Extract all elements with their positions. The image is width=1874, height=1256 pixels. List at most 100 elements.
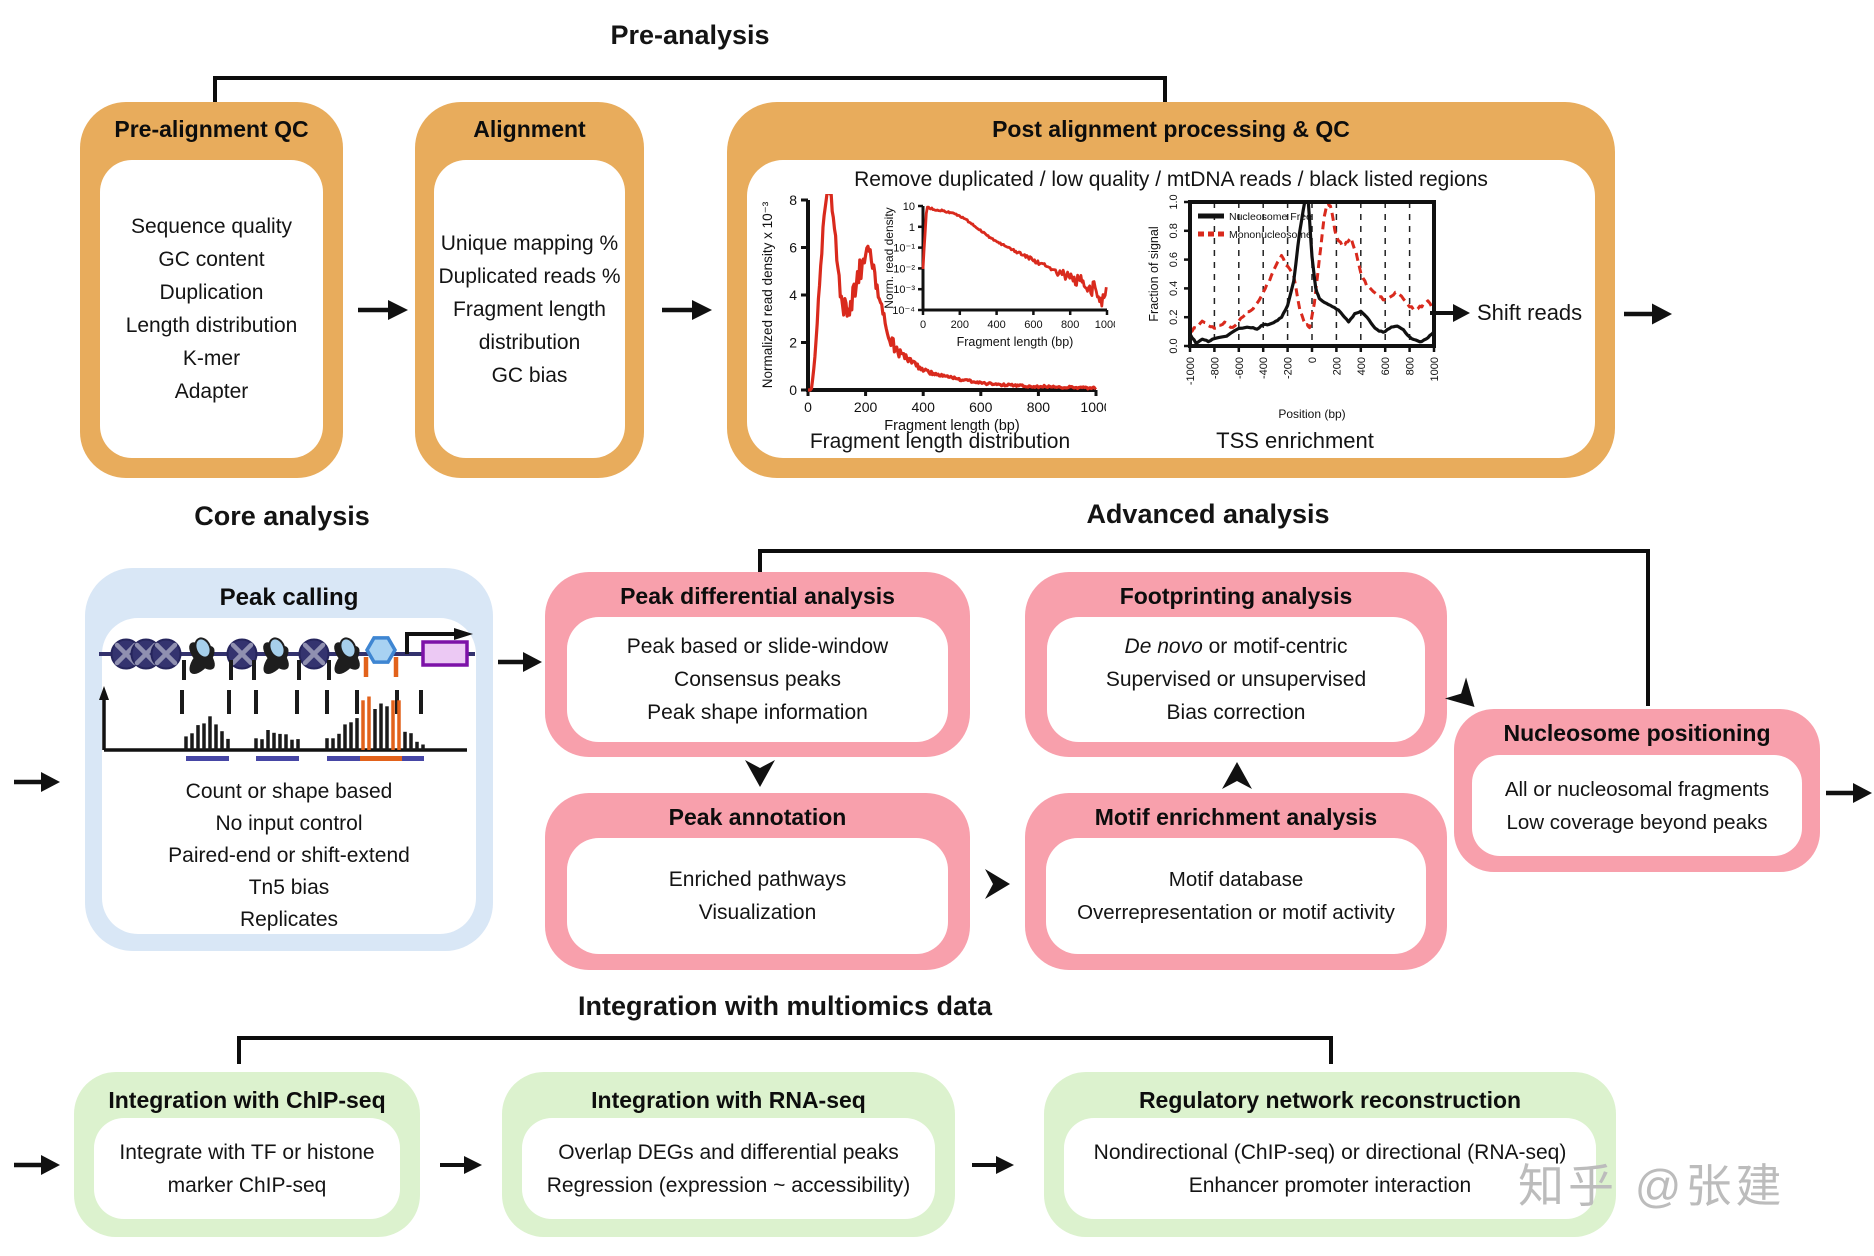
list-item: Low coverage beyond peaks: [1506, 810, 1768, 834]
fragment-length-inset-plot: 10 1 10⁻¹ 10⁻² 10⁻³ 10⁻⁴ 0 200 400 600 800 1000 Norm…: [882, 198, 1119, 362]
peak-differential-title: Peak differential analysis: [620, 583, 895, 609]
peak-calling-items: Count or shape based No input control Pa…: [168, 776, 410, 936]
fragment-length-plot: 0 2 4 6 8 0 200 400 600 800 1000 Normalized read de…: [758, 186, 1112, 434]
svg-text:1000: 1000: [1080, 399, 1106, 415]
svg-text:Norm. read density: Norm. read density: [883, 207, 896, 308]
footprinting-body: De novo or motif-centric Supervised or u…: [1047, 617, 1425, 742]
list-item: Tn5 bias: [248, 876, 330, 899]
arrow-up-icon: [1222, 762, 1252, 789]
motif-enrichment-box: Motif enrichment analysis Motif database…: [1025, 793, 1447, 970]
list-item: Bias correction: [1166, 701, 1306, 724]
fragment-plot-caption: Fragment length distribution: [809, 430, 1071, 453]
svg-text:Position (bp): Position (bp): [1278, 407, 1345, 421]
regulatory-network-box: Regulatory network reconstruction Nondir…: [1044, 1072, 1616, 1237]
svg-text:400: 400: [1356, 357, 1368, 375]
nucleosome-positioning-box: Nucleosome positioning All or nucleosoma…: [1454, 709, 1820, 872]
list-item: Regression (expression ~ accessibility): [546, 1173, 911, 1197]
svg-text:0.6: 0.6: [1168, 252, 1180, 267]
svg-text:600: 600: [1024, 319, 1042, 331]
peak-differential-box: Peak differential analysis Peak based or…: [545, 572, 970, 757]
list-item: All or nucleosomal fragments: [1504, 777, 1770, 801]
svg-text:0.2: 0.2: [1168, 310, 1180, 325]
tn5-transposase-icon: [334, 637, 360, 675]
svg-text:800: 800: [1061, 319, 1079, 331]
list-item: Adapter: [174, 380, 249, 403]
list-item: Supervised or unsupervised: [1105, 668, 1367, 691]
nucleosome-positioning-body: All or nucleosomal fragments Low coverag…: [1472, 755, 1802, 856]
svg-text:400: 400: [912, 399, 936, 415]
arrow-right-icon: [662, 300, 712, 320]
list-item: Peak shape information: [647, 701, 868, 724]
motif-enrichment-body: Motif database Overrepresentation or mot…: [1046, 838, 1426, 954]
rna-seq-body: Overlap DEGs and differential peaks Regr…: [522, 1118, 935, 1219]
integration-bracket-left-tick: [237, 1036, 241, 1064]
list-item: Replicates: [239, 908, 339, 931]
arrow-right-icon: [1430, 304, 1470, 322]
chip-seq-box: Integration with ChIP-seq Integrate with…: [74, 1072, 420, 1237]
advanced-analysis-bracket-left-tick: [758, 549, 762, 572]
peak-annotation-title: Peak annotation: [668, 804, 847, 830]
alignment-box: Alignment Unique mapping % Duplicated re…: [415, 102, 644, 478]
svg-text:0.4: 0.4: [1168, 281, 1180, 296]
tn5-transposase-icon: [263, 637, 289, 675]
tss-enrichment-plot: 0.0 0.2 0.4 0.6 0.8 1.0 -1000 -800 -600 -400 -200 0…: [1146, 194, 1442, 430]
arrow-down-right-icon: [1444, 677, 1475, 708]
pre-alignment-qc-body: Sequence quality GC content Duplication …: [100, 160, 323, 458]
transcription-factor-icon: [364, 636, 398, 664]
peak-calling-illustration: [97, 628, 481, 770]
svg-text:-1000: -1000: [1185, 357, 1197, 385]
list-item: GC content: [158, 248, 265, 271]
tss-plot-caption: TSS enrichment: [1216, 428, 1374, 453]
list-item: K-mer: [182, 347, 241, 370]
svg-text:Nucleosome Free: Nucleosome Free: [1229, 211, 1312, 223]
footprinting-item-rest: or motif-centric: [1202, 635, 1348, 658]
peak-calling-box: Peak calling Count or shape based No inp…: [85, 568, 493, 951]
svg-text:0.0: 0.0: [1168, 338, 1180, 353]
gene-icon: [421, 640, 469, 667]
svg-text:6: 6: [789, 240, 797, 256]
pre-analysis-header: Pre-analysis: [610, 20, 770, 50]
svg-text:Fragment length (bp): Fragment length (bp): [957, 335, 1074, 349]
arrow-down-icon: [745, 760, 775, 787]
motif-enrichment-title: Motif enrichment analysis: [1094, 804, 1378, 830]
svg-text:10⁻³: 10⁻³: [893, 284, 915, 296]
tss-arrow-icon: [405, 628, 473, 654]
list-item: No input control: [215, 812, 363, 835]
svg-text:0: 0: [804, 399, 812, 415]
list-item: Motif database: [1168, 868, 1304, 891]
nucleosome-positioning-title: Nucleosome positioning: [1503, 720, 1771, 746]
list-item: Overrepresentation or motif activity: [1077, 901, 1395, 924]
watermark: 知乎 @张建: [1518, 1160, 1786, 1212]
svg-text:4: 4: [789, 287, 797, 303]
svg-text:0: 0: [789, 382, 797, 398]
shift-reads-label: Shift reads: [1477, 300, 1583, 325]
integration-bracket-right-tick: [1329, 1036, 1333, 1064]
peak-calling-body: Count or shape based No input control Pa…: [99, 618, 476, 936]
list-item: Duplicated reads %: [438, 264, 621, 288]
de-novo-emphasis: De novo: [1124, 635, 1203, 658]
list-item: Consensus peaks: [674, 668, 841, 691]
svg-text:1.0: 1.0: [1168, 194, 1180, 209]
advanced-analysis-bracket: [758, 549, 1650, 553]
nucleosome-icon: [150, 638, 182, 670]
remove-reads-note: Remove duplicated / low quality / mtDNA …: [854, 168, 1488, 191]
svg-text:200: 200: [1331, 357, 1343, 375]
arrow-right-icon: [985, 869, 1010, 899]
svg-text:200: 200: [951, 319, 969, 331]
advanced-analysis-header: Advanced analysis: [1086, 499, 1330, 529]
arrow-right-icon: [1826, 783, 1872, 803]
nucleosome-icon: [298, 638, 330, 670]
arrow-right-icon: [498, 652, 542, 672]
list-item: Paired-end or shift-extend: [168, 844, 410, 867]
svg-text:10⁻⁴: 10⁻⁴: [892, 305, 915, 317]
core-analysis-header: Core analysis: [194, 501, 370, 531]
nucleosome-icon: [226, 638, 258, 670]
list-item: Duplication: [159, 281, 264, 304]
arrow-right-icon: [14, 1155, 60, 1175]
svg-text:0.8: 0.8: [1168, 223, 1180, 238]
list-item: GC bias: [491, 363, 568, 387]
svg-text:800: 800: [1405, 357, 1417, 375]
svg-text:Mononucleosome: Mononucleosome: [1229, 229, 1312, 241]
post-alignment-box: Post alignment processing & QC: [727, 102, 1615, 478]
